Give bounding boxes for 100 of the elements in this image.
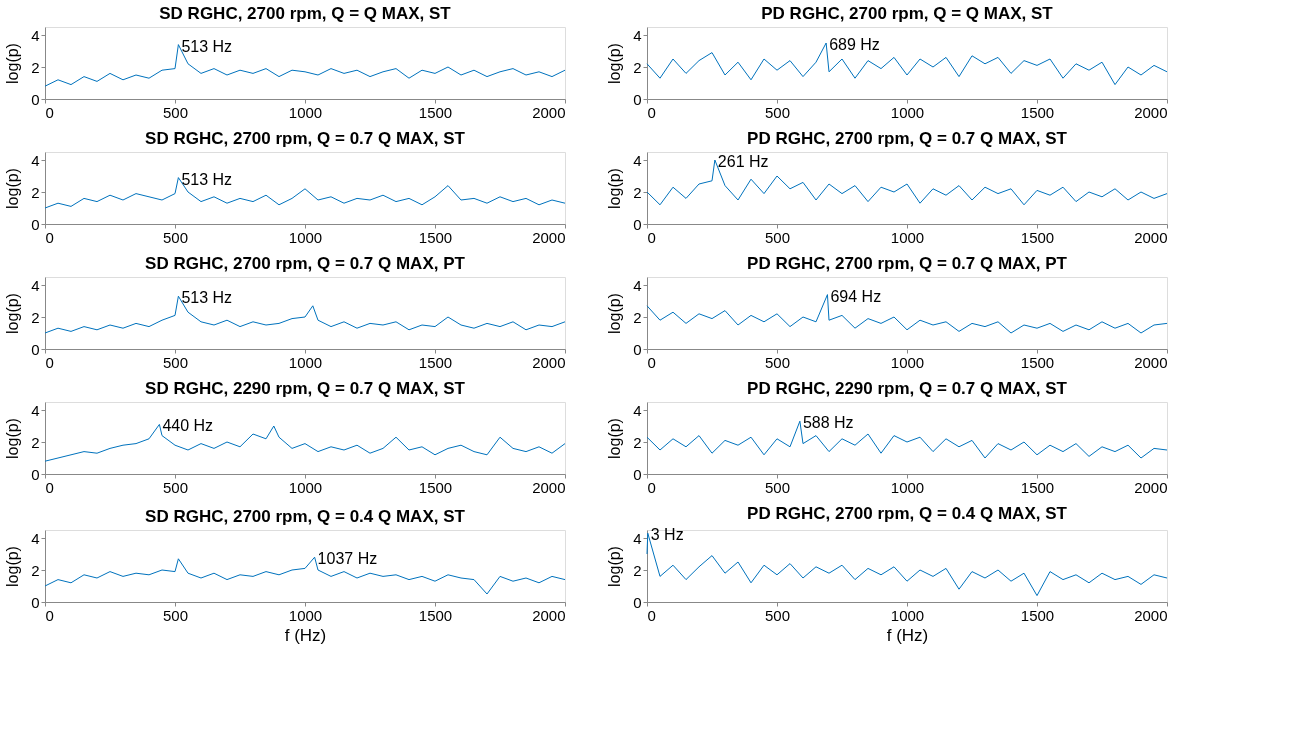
x-tick-label: 500 bbox=[764, 478, 791, 496]
y-axis-title: log(p) bbox=[606, 546, 624, 587]
y-tick-label: 2 bbox=[31, 561, 40, 579]
x-tick-label: 500 bbox=[764, 103, 791, 121]
x-tick-label: 500 bbox=[764, 228, 791, 246]
x-tick-label: 2000 bbox=[532, 606, 566, 624]
annotation: 689 Hz bbox=[829, 36, 880, 53]
annotation: 588 Hz bbox=[802, 414, 854, 432]
chart-title: PD RGHC, 2700 rpm, Q = 0.7 Q MAX, PT bbox=[747, 254, 1068, 273]
x-tick-label: 2000 bbox=[532, 353, 566, 371]
x-tick-label: 0 bbox=[45, 478, 54, 496]
annotation: 513 Hz bbox=[181, 289, 233, 307]
y-tick-label: 0 bbox=[31, 465, 40, 483]
chart-title: SD RGHC, 2700 rpm, Q = 0.4 Q MAX, ST bbox=[145, 507, 466, 526]
x-tick-label: 1000 bbox=[288, 353, 323, 371]
y-axis-title: log(p) bbox=[4, 546, 22, 587]
annotation: 261 Hz bbox=[717, 153, 769, 170]
x-tick-label: 2000 bbox=[532, 228, 566, 246]
y-tick-label: 4 bbox=[633, 401, 642, 419]
y-axis-title: log(p) bbox=[606, 168, 624, 209]
y-tick-label: 2 bbox=[31, 183, 40, 201]
y-tick-label: 0 bbox=[31, 215, 40, 233]
x-tick-label: 2000 bbox=[532, 478, 566, 496]
chart-title: SD RGHC, 2700 rpm, Q = 0.7 Q MAX, ST bbox=[145, 129, 466, 148]
y-tick-label: 4 bbox=[633, 529, 642, 547]
x-tick-label: 1500 bbox=[1020, 606, 1055, 624]
y-tick-label: 0 bbox=[31, 593, 40, 611]
y-tick-label: 2 bbox=[633, 183, 642, 201]
chart-title: SD RGHC, 2700 rpm, Q = Q MAX, ST bbox=[159, 4, 452, 23]
x-tick-label: 1000 bbox=[288, 606, 323, 624]
y-tick-label: 2 bbox=[633, 58, 642, 76]
x-tick-label: 1500 bbox=[1020, 228, 1055, 246]
x-tick-label: 2000 bbox=[1134, 103, 1168, 121]
x-tick-label: 1500 bbox=[418, 478, 453, 496]
annotation: 513 Hz bbox=[181, 170, 233, 188]
x-tick-label: 2000 bbox=[1134, 478, 1168, 496]
y-tick-label: 0 bbox=[633, 593, 642, 611]
x-tick-label: 1000 bbox=[288, 478, 323, 496]
x-tick-label: 500 bbox=[162, 353, 189, 371]
x-tick-label: 500 bbox=[764, 606, 791, 624]
x-tick-label: 1000 bbox=[890, 478, 925, 496]
y-axis-title: log(p) bbox=[606, 43, 624, 84]
x-tick-label: 1500 bbox=[1020, 353, 1055, 371]
y-tick-label: 4 bbox=[31, 401, 40, 419]
y-tick-label: 4 bbox=[31, 529, 40, 547]
chart-title: SD RGHC, 2700 rpm, Q = 0.7 Q MAX, PT bbox=[145, 254, 466, 273]
annotation: 440 Hz bbox=[162, 417, 214, 435]
y-tick-label: 0 bbox=[31, 340, 40, 358]
chart-title: PD RGHC, 2700 rpm, Q = 0.4 Q MAX, ST bbox=[747, 504, 1068, 524]
chart-title: PD RGHC, 2700 rpm, Q = 0.7 Q MAX, ST bbox=[747, 129, 1068, 148]
x-tick-label: 1000 bbox=[890, 606, 925, 624]
x-tick-label: 2000 bbox=[532, 103, 566, 121]
x-tick-label: 0 bbox=[647, 228, 656, 246]
y-tick-label: 0 bbox=[633, 340, 642, 358]
chart-title: PD RGHC, 2290 rpm, Q = 0.7 Q MAX, ST bbox=[747, 379, 1068, 398]
y-tick-label: 4 bbox=[633, 276, 642, 294]
y-tick-label: 4 bbox=[31, 276, 40, 294]
x-tick-label: 2000 bbox=[1134, 353, 1168, 371]
x-tick-label: 1500 bbox=[418, 606, 453, 624]
annotation: 3 Hz bbox=[650, 526, 684, 544]
y-axis-title: log(p) bbox=[4, 418, 22, 459]
y-tick-label: 2 bbox=[633, 308, 642, 326]
y-tick-label: 2 bbox=[31, 433, 40, 451]
y-axis-title: log(p) bbox=[606, 293, 624, 334]
x-tick-label: 500 bbox=[162, 103, 189, 121]
x-tick-label: 1000 bbox=[890, 228, 925, 246]
x-tick-label: 0 bbox=[45, 103, 54, 121]
y-tick-label: 4 bbox=[633, 26, 642, 44]
y-axis-title: log(p) bbox=[4, 168, 22, 209]
y-tick-label: 0 bbox=[633, 90, 642, 108]
x-tick-label: 1000 bbox=[288, 228, 323, 246]
x-tick-label: 2000 bbox=[1134, 606, 1168, 624]
annotation: 694 Hz bbox=[830, 287, 882, 305]
x-tick-label: 0 bbox=[45, 606, 54, 624]
x-tick-label: 1000 bbox=[288, 103, 323, 121]
x-tick-label: 500 bbox=[162, 478, 189, 496]
y-tick-label: 0 bbox=[633, 465, 642, 483]
x-tick-label: 500 bbox=[764, 353, 791, 371]
y-axis-title: log(p) bbox=[4, 43, 22, 84]
annotation: 513 Hz bbox=[181, 37, 233, 55]
y-tick-label: 4 bbox=[31, 151, 40, 169]
y-tick-label: 2 bbox=[633, 561, 642, 579]
x-axis-title: f (Hz) bbox=[284, 625, 327, 645]
y-tick-label: 2 bbox=[31, 58, 40, 76]
x-tick-label: 0 bbox=[647, 606, 656, 624]
y-tick-label: 4 bbox=[31, 26, 40, 44]
x-tick-label: 0 bbox=[45, 353, 54, 371]
x-tick-label: 500 bbox=[162, 228, 189, 246]
x-tick-label: 1500 bbox=[418, 103, 453, 121]
x-tick-label: 0 bbox=[45, 228, 54, 246]
x-tick-label: 0 bbox=[647, 103, 656, 121]
x-tick-label: 1000 bbox=[890, 353, 925, 371]
x-tick-label: 1000 bbox=[890, 103, 925, 121]
x-tick-label: 0 bbox=[647, 478, 656, 496]
y-axis-title: log(p) bbox=[4, 293, 22, 334]
x-tick-label: 500 bbox=[162, 606, 189, 624]
x-tick-label: 1500 bbox=[418, 228, 453, 246]
annotation: 1037 Hz bbox=[317, 550, 378, 568]
y-tick-label: 2 bbox=[31, 308, 40, 326]
y-tick-label: 0 bbox=[31, 90, 40, 108]
